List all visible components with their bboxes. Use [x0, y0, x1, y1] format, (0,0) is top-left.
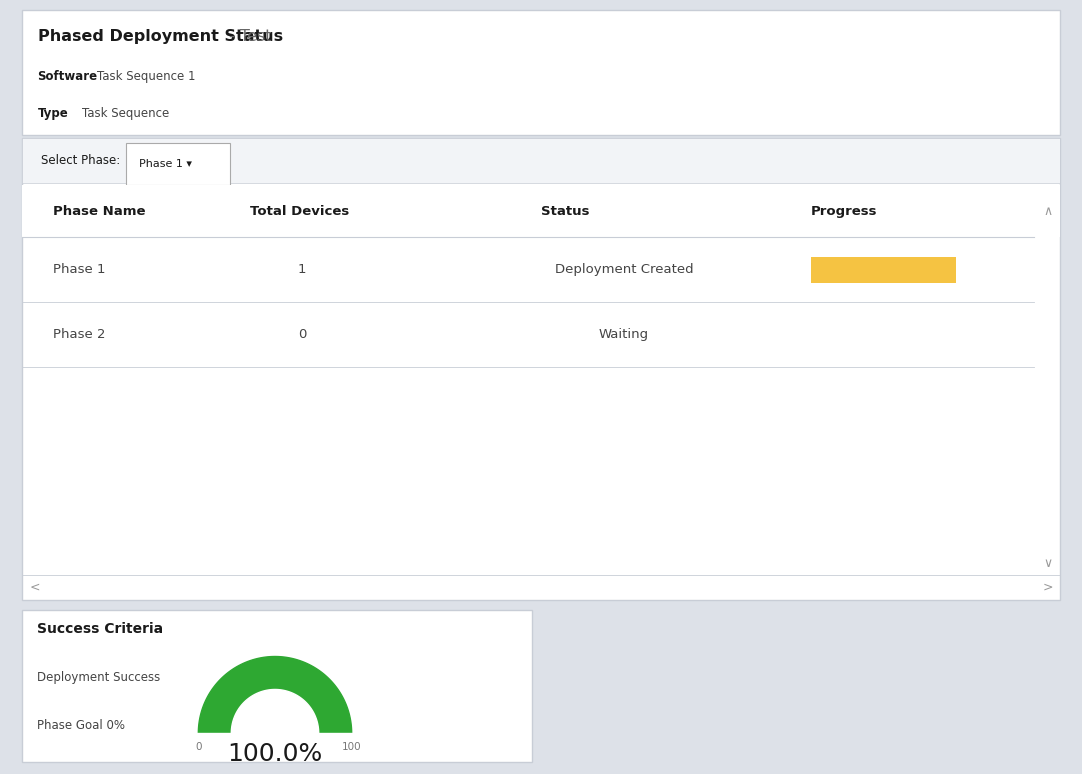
Text: Select Phase:: Select Phase: — [41, 154, 120, 167]
Text: Software: Software — [38, 70, 97, 83]
Text: 0: 0 — [195, 742, 201, 752]
FancyBboxPatch shape — [22, 610, 532, 762]
Text: Phased Deployment Status: Phased Deployment Status — [38, 29, 282, 44]
Text: Phase Name: Phase Name — [53, 205, 146, 217]
Text: Task Sequence 1: Task Sequence 1 — [96, 70, 195, 83]
Text: Task Sequence: Task Sequence — [82, 108, 170, 121]
Text: Total Devices: Total Devices — [250, 205, 349, 217]
Polygon shape — [190, 733, 359, 760]
FancyBboxPatch shape — [810, 257, 956, 283]
FancyBboxPatch shape — [22, 138, 1060, 600]
FancyBboxPatch shape — [22, 185, 1060, 238]
Text: >: > — [1042, 580, 1053, 594]
Polygon shape — [198, 656, 352, 733]
Text: Phase 1: Phase 1 — [53, 263, 106, 276]
Text: Status: Status — [541, 205, 590, 217]
Text: Type: Type — [38, 108, 68, 121]
Text: 100: 100 — [342, 742, 361, 752]
Text: Progress: Progress — [810, 205, 878, 217]
Text: ∨: ∨ — [1043, 557, 1052, 570]
Text: Phase 2: Phase 2 — [53, 328, 106, 341]
Text: Phase 1 ▾: Phase 1 ▾ — [140, 159, 193, 169]
FancyBboxPatch shape — [22, 138, 1060, 183]
Text: Deployment Success: Deployment Success — [37, 671, 160, 683]
Text: - Test: - Test — [224, 29, 272, 44]
FancyBboxPatch shape — [126, 143, 229, 184]
Text: 100.0%: 100.0% — [227, 742, 322, 766]
Text: Phase Goal 0%: Phase Goal 0% — [37, 720, 126, 732]
Text: Deployment Created: Deployment Created — [555, 263, 694, 276]
FancyBboxPatch shape — [22, 10, 1060, 135]
Text: ∧: ∧ — [1043, 205, 1052, 217]
Text: 0: 0 — [298, 328, 306, 341]
Text: Waiting: Waiting — [599, 328, 649, 341]
Text: Success Criteria: Success Criteria — [37, 622, 163, 636]
Polygon shape — [232, 690, 319, 733]
Text: <: < — [29, 580, 40, 594]
Text: 1: 1 — [298, 263, 306, 276]
